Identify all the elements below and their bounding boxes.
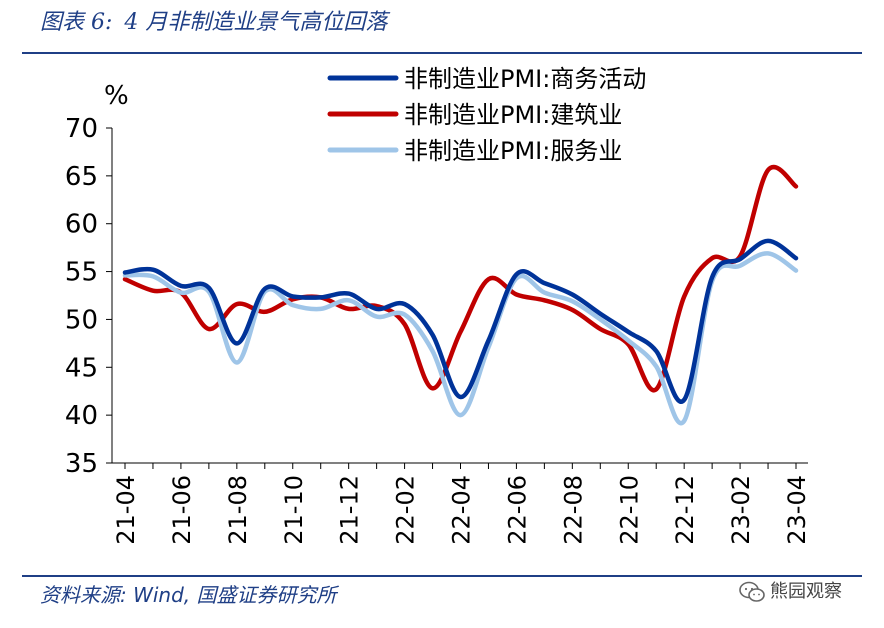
x-tick-label: 23-02 [727,475,755,545]
line-chart: 35 40 45 50 55 60 65 70% 21-04 21-06 21-08 21-10 21-… [65,65,811,545]
x-tick-label: 23-04 [783,475,811,545]
x-tick-label: 22-02 [392,475,420,545]
y-tick-label: 50 [65,305,98,335]
axes: 35 40 45 50 55 60 65 70% 21-04 21-06 21-08 21-10 21-… [65,81,811,545]
title-rule [22,52,862,54]
x-tick-label: 22-08 [559,475,587,545]
series-line-services [122,251,799,426]
x-tick-label: 21-10 [280,475,308,545]
x-tick-label: 21-12 [336,475,364,545]
y-tick-label: 40 [65,401,98,431]
x-tick-label: 22-04 [448,475,476,545]
legend-item-construction: 非制造业PMI:建筑业 [327,101,622,129]
y-tick-marks [106,127,797,469]
x-tick-label: 22-06 [503,475,531,545]
series-line-construction [122,165,799,393]
legend-item-business-activity: 非制造业PMI:商务活动 [327,65,646,93]
series-lines [122,165,799,426]
x-tick-label: 21-04 [112,475,140,545]
x-tick-label: 22-10 [615,475,643,545]
figure-title: 图表 6: 4 月非制造业景气高位回落 [40,6,399,40]
y-tick-label: 35 [65,449,98,479]
y-tick-label: 55 [65,258,98,288]
x-tick-label: 22-12 [671,475,699,545]
watermark-text: 熊园观察 [770,581,842,602]
x-tick-label: 21-06 [168,475,196,545]
wechat-icon [739,581,765,602]
series-line-business-activity [122,238,799,404]
y-axis-unit: % [104,81,129,111]
x-tick-label: 21-08 [224,475,252,545]
legend-label: 非制造业PMI:建筑业 [404,101,622,129]
y-tick-label: 65 [65,162,98,192]
figure-label: 图表 6: [40,10,113,35]
figure-title-text: 4 月非制造业景气高位回落 [124,10,388,35]
y-tick-label: 60 [65,210,98,240]
footer-rule [22,575,862,577]
legend-label: 非制造业PMI:商务活动 [404,65,646,93]
y-tick-label: 45 [65,353,98,383]
y-tick-label: 70 [65,114,98,144]
legend-item-services: 非制造业PMI:服务业 [327,137,622,165]
source-note: 资料来源: Wind, 国盛证券研究所 [40,583,337,607]
legend-label: 非制造业PMI:服务业 [404,137,622,165]
watermark: 熊园观察 [738,578,842,606]
